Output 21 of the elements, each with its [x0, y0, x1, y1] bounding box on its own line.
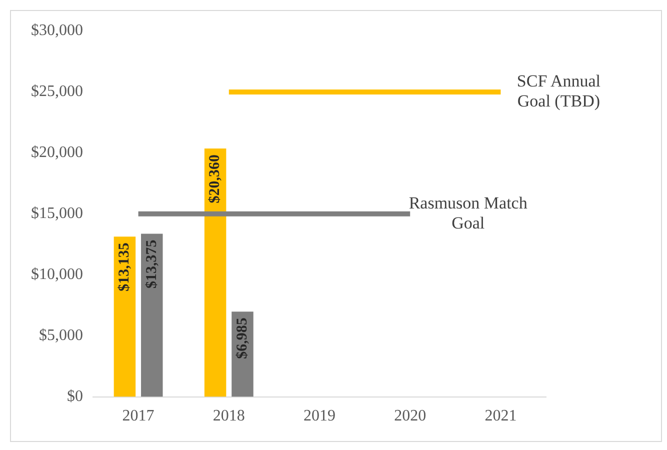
- y-tick-label: $0: [67, 388, 83, 406]
- x-tick-label: 2018: [212, 408, 245, 425]
- y-tick-label: $15,000: [31, 205, 83, 222]
- x-tick-label: 2020: [394, 408, 426, 425]
- bar: [204, 148, 226, 397]
- y-tick-label: $20,000: [31, 144, 83, 162]
- x-tick-label: 2017: [122, 408, 154, 425]
- data-label: $6,985: [234, 318, 250, 359]
- y-tick-label: $30,000: [31, 22, 83, 40]
- x-tick-label: 2021: [484, 408, 517, 425]
- x-tick-label: 2019: [304, 408, 336, 425]
- y-tick-label: $10,000: [31, 266, 83, 284]
- bar: [114, 236, 136, 397]
- series-label: Rasmuson Match Goal: [408, 193, 528, 232]
- series-label: SCF Annual Goal (TBD): [516, 71, 601, 110]
- data-label: $20,360: [207, 154, 224, 204]
- y-tick-label: $25,000: [31, 83, 83, 100]
- y-tick-label: $5,000: [39, 327, 83, 344]
- bar: [141, 234, 163, 397]
- data-label: $13,375: [144, 240, 160, 288]
- data-label: $13,135: [116, 242, 133, 292]
